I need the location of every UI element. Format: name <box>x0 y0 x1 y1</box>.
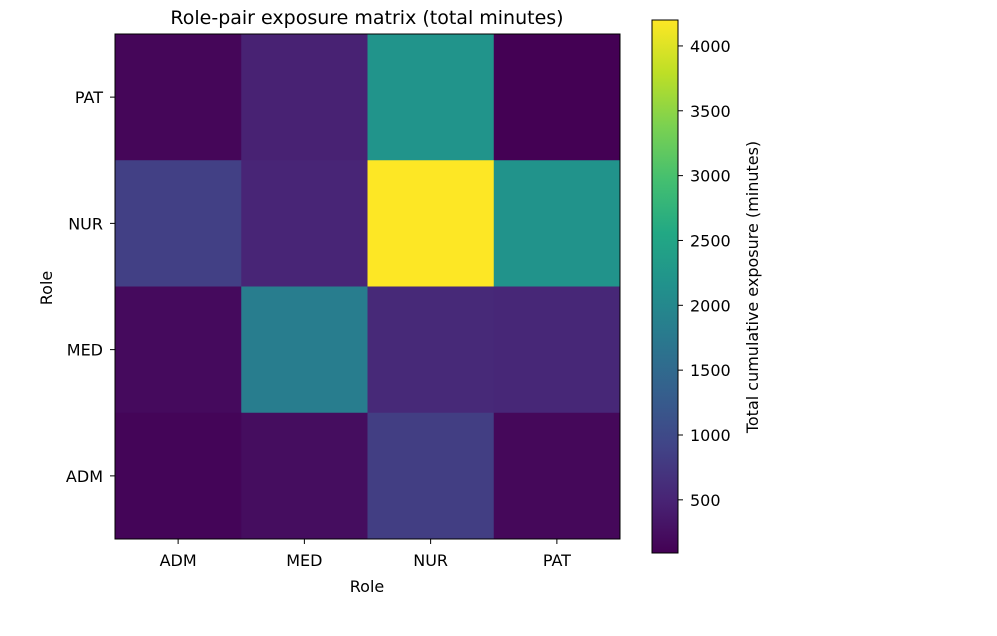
colorbar-tick-label: 3500 <box>690 102 731 121</box>
heatmap-cell <box>115 412 242 540</box>
x-tick-label: ADM <box>160 551 197 570</box>
x-tick-label: NUR <box>413 551 448 570</box>
heatmap-cell <box>115 286 242 414</box>
heatmap-cell <box>493 412 621 540</box>
colorbar-tick-label: 2500 <box>690 231 731 250</box>
y-axis-label: Role <box>37 271 56 305</box>
y-tick-label: PAT <box>75 88 103 107</box>
y-tick-label: ADM <box>66 467 103 486</box>
heatmap-cell <box>493 34 621 161</box>
colorbar-ticks: 500 1000 1500 2000 2500 3000 3500 4000 <box>678 37 731 510</box>
heatmap-cell <box>115 160 242 287</box>
heatmap-cell <box>493 286 621 414</box>
colorbar-tick-label: 2000 <box>690 296 731 315</box>
colorbar-tick-label: 1000 <box>690 426 731 445</box>
y-axis-ticks: PAT NUR MED ADM <box>66 88 115 486</box>
x-axis-ticks: ADM MED NUR PAT <box>160 539 571 570</box>
heatmap-cell <box>367 160 495 287</box>
heatmap-cells <box>115 34 621 540</box>
colorbar <box>651 19 679 554</box>
heatmap-cell <box>367 34 495 161</box>
heatmap-cell <box>241 286 368 414</box>
colorbar-tick-label: 500 <box>690 491 721 510</box>
x-tick-label: MED <box>286 551 322 570</box>
colorbar-label: Total cumulative exposure (minutes) <box>743 141 762 434</box>
y-tick-label: MED <box>67 341 103 360</box>
heatmap-cell <box>367 286 495 414</box>
colorbar-tick-label: 1500 <box>690 361 731 380</box>
heatmap-cell <box>241 160 368 287</box>
heatmap-cell <box>367 412 495 540</box>
heatmap-cell <box>493 160 621 287</box>
heatmap-cell <box>241 412 368 540</box>
colorbar-tick-label: 3000 <box>690 167 731 186</box>
heatmap-cell <box>241 34 368 161</box>
heatmap-cell <box>115 34 242 161</box>
colorbar-tick-label: 4000 <box>690 37 731 56</box>
plot-frame <box>114 33 621 540</box>
chart-title: Role-pair exposure matrix (total minutes… <box>170 7 563 29</box>
x-axis-label: Role <box>350 577 384 596</box>
y-tick-label: NUR <box>68 214 103 233</box>
x-tick-label: PAT <box>543 551 571 570</box>
